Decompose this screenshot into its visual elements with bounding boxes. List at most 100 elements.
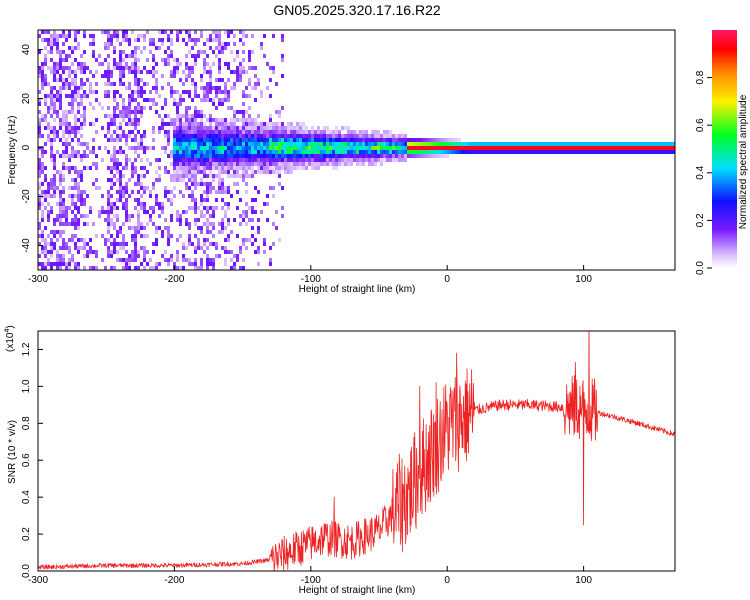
- spectrogram-cell: [251, 126, 254, 130]
- spectrogram-cell: [269, 138, 272, 142]
- spectrogram-cell: [119, 162, 122, 166]
- spectrogram-cell: [155, 194, 158, 198]
- spectrogram-cell: [158, 46, 161, 50]
- spectrogram-cell: [137, 82, 140, 86]
- spectrogram-cell: [41, 182, 44, 186]
- spectrogram-cell: [266, 150, 269, 154]
- spectrogram-cell: [341, 158, 344, 162]
- spectrogram-cell: [143, 106, 146, 110]
- spectrogram-cell: [593, 142, 596, 146]
- spectrogram-cell: [83, 222, 86, 226]
- spectrogram-cell: [215, 78, 218, 82]
- spectrogram-cell: [122, 50, 125, 54]
- spectrogram-cell: [203, 66, 206, 70]
- spectrogram-cell: [671, 150, 674, 154]
- spectrogram-cell: [284, 134, 287, 138]
- spectrogram-cell: [89, 34, 92, 38]
- spectrogram-cell: [338, 162, 341, 166]
- spectrogram-cell: [89, 266, 92, 270]
- spectrogram-cell: [560, 142, 563, 146]
- spectrogram-cell: [77, 142, 80, 146]
- spectrogram-cell: [317, 166, 320, 170]
- spectrogram-cell: [110, 194, 113, 198]
- spectrogram-cell: [245, 138, 248, 142]
- spectrogram-cell: [65, 54, 68, 58]
- spectrogram-cell: [221, 230, 224, 234]
- spectrogram-cell: [227, 238, 230, 242]
- spectrogram-cell: [125, 38, 128, 42]
- spectrogram-cell: [62, 186, 65, 190]
- spectrogram-cell: [188, 170, 191, 174]
- spectrogram-cell: [59, 154, 62, 158]
- spectrogram-cell: [200, 110, 203, 114]
- spectrogram-cell: [185, 90, 188, 94]
- spectrogram-cell: [59, 86, 62, 90]
- spectrogram-cell: [95, 266, 98, 270]
- spectrogram-cell: [59, 202, 62, 206]
- spectrogram-cell: [296, 146, 299, 150]
- spectrogram-cell: [50, 58, 53, 62]
- spectrogram-cell: [188, 90, 191, 94]
- spectrogram-cell: [281, 206, 284, 210]
- spectrogram-cell: [113, 94, 116, 98]
- spectrogram-cell: [365, 130, 368, 134]
- spectrogram-cell: [563, 142, 566, 146]
- spectrogram-cell: [236, 150, 239, 154]
- spectrogram-cell: [53, 154, 56, 158]
- spectrogram-cell: [188, 126, 191, 130]
- spectrogram-cell: [62, 242, 65, 246]
- spectrogram-cell: [200, 214, 203, 218]
- spectrogram-cell: [92, 42, 95, 46]
- spectrogram-cell: [170, 174, 173, 178]
- spectrogram-cell: [467, 150, 470, 154]
- spectrogram-cell: [233, 146, 236, 150]
- spectrogram-cell: [221, 218, 224, 222]
- spectrogram-cell: [113, 34, 116, 38]
- spectrogram-cell: [119, 78, 122, 82]
- spectrogram-cell: [203, 86, 206, 90]
- spectrogram-cell: [305, 166, 308, 170]
- spectrogram-cell: [269, 162, 272, 166]
- spectrogram-cell: [224, 130, 227, 134]
- spectrogram-cell: [86, 250, 89, 254]
- spectrogram-cell: [188, 130, 191, 134]
- spectrogram-cell: [626, 142, 629, 146]
- spectrogram-cell: [278, 174, 281, 178]
- spectrogram-cell: [344, 162, 347, 166]
- spectrogram-cell: [125, 218, 128, 222]
- spectrogram-cell: [170, 154, 173, 158]
- spectrogram-cell: [530, 150, 533, 154]
- spectrogram-cell: [161, 38, 164, 42]
- spectrogram-cell: [218, 170, 221, 174]
- spectrogram-cell: [221, 118, 224, 122]
- spectrogram-cell: [119, 134, 122, 138]
- spectrogram-cell: [284, 162, 287, 166]
- spectrogram-cell: [62, 42, 65, 46]
- spectrogram-cell: [92, 122, 95, 126]
- spectrogram-cell: [155, 86, 158, 90]
- spectrogram-cell: [212, 178, 215, 182]
- spectrogram-cell: [38, 182, 41, 186]
- spectrogram-cell: [335, 154, 338, 158]
- spectrogram-cell: [320, 154, 323, 158]
- spectrogram-cell: [665, 146, 668, 150]
- spectrogram-cell: [227, 222, 230, 226]
- spectrogram-cell: [194, 126, 197, 130]
- spectrogram-cell: [440, 154, 443, 158]
- spectrogram-cell: [107, 226, 110, 230]
- spectrogram-cell: [74, 114, 77, 118]
- spectrogram-cell: [230, 258, 233, 262]
- spectrogram-cell: [269, 118, 272, 122]
- spectrogram-cell: [80, 126, 83, 130]
- spectrogram-cell: [179, 134, 182, 138]
- spectrogram-cell: [410, 142, 413, 146]
- spectrogram-cell: [314, 142, 317, 146]
- spectrogram-cell: [47, 250, 50, 254]
- spectrogram-cell: [74, 70, 77, 74]
- spectrogram-cell: [437, 154, 440, 158]
- spectrogram-cell: [323, 130, 326, 134]
- spectrogram-cell: [53, 126, 56, 130]
- spectrogram-cell: [407, 138, 410, 142]
- spectrogram-cell: [119, 54, 122, 58]
- spectrogram-cell: [296, 150, 299, 154]
